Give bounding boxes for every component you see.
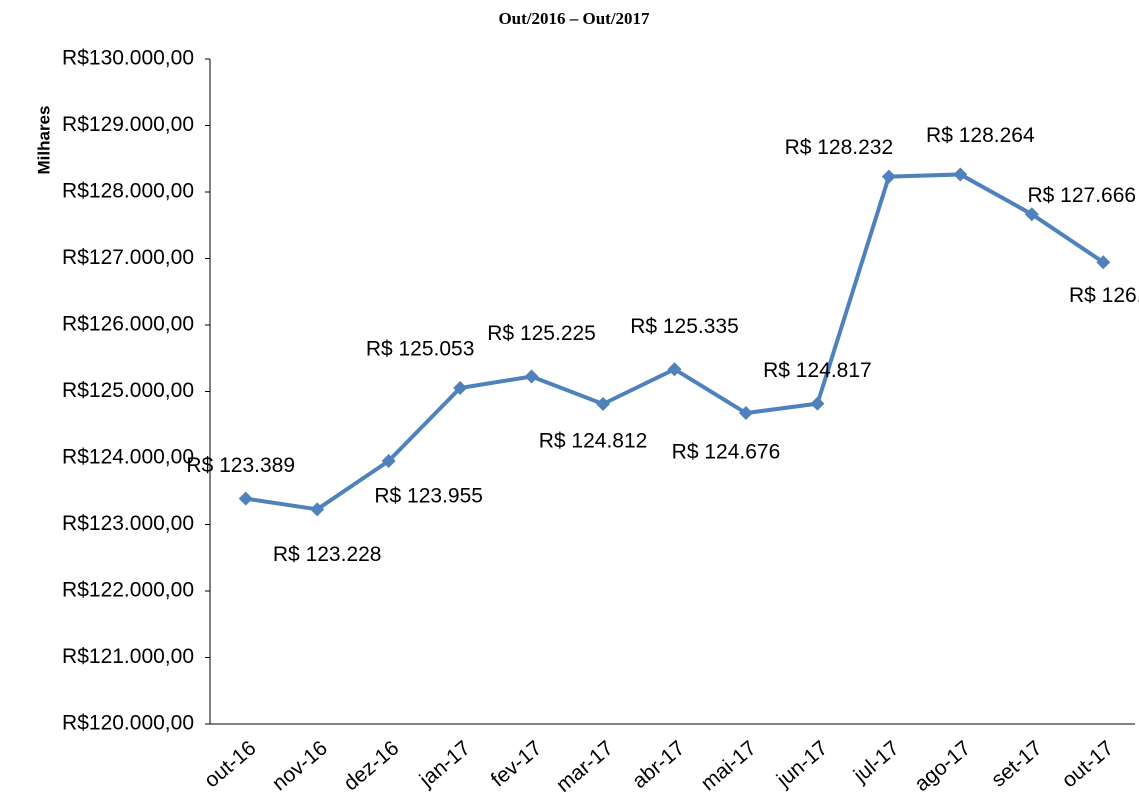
chart-title: Out/2016 – Out/2017 bbox=[498, 9, 650, 28]
y-axis-title: Milhares bbox=[34, 106, 53, 175]
x-tick-label: set-17 bbox=[987, 736, 1047, 791]
y-tick-label: R$127.000,00 bbox=[62, 246, 194, 269]
marker bbox=[953, 167, 968, 182]
x-tick-label: nov-16 bbox=[268, 736, 332, 795]
data-label: R$ 128.232 bbox=[785, 136, 894, 159]
y-tick-label: R$130.000,00 bbox=[62, 47, 194, 70]
marker bbox=[1096, 255, 1111, 270]
data-label: R$ 123.955 bbox=[374, 485, 483, 508]
y-tick-label: R$122.000,00 bbox=[62, 579, 194, 602]
x-tick-label: dez-16 bbox=[339, 736, 403, 795]
marker bbox=[381, 453, 396, 468]
marker bbox=[810, 396, 825, 411]
x-tick-label: jul-17 bbox=[849, 736, 904, 787]
y-tick-label: R$128.000,00 bbox=[62, 180, 194, 203]
x-tick-label: jan-17 bbox=[415, 736, 475, 792]
marker bbox=[667, 362, 682, 377]
data-label: R$ 124.817 bbox=[763, 359, 872, 382]
data-label: R$ 125.225 bbox=[487, 322, 596, 345]
x-tick-label: fev-17 bbox=[487, 736, 547, 791]
y-tick-label: R$126.000,00 bbox=[62, 313, 194, 336]
data-label: R$ 125.053 bbox=[366, 338, 475, 361]
y-tick-label: R$129.000,00 bbox=[62, 113, 194, 136]
x-tick-label: out-16 bbox=[200, 736, 260, 792]
x-tick-label: ago-17 bbox=[910, 736, 975, 796]
marker bbox=[881, 169, 896, 184]
data-label: R$ 123.389 bbox=[186, 454, 295, 477]
data-label: R$ 127.666 bbox=[1028, 184, 1137, 207]
data-label: R$ 124.812 bbox=[539, 430, 648, 453]
marker bbox=[238, 491, 253, 506]
marker bbox=[1024, 207, 1039, 222]
y-tick-label: R$123.000,00 bbox=[62, 512, 194, 535]
marker bbox=[524, 369, 539, 384]
marker bbox=[596, 397, 611, 412]
x-tick-label: mai-17 bbox=[697, 736, 761, 795]
y-tick-label: R$120.000,00 bbox=[62, 712, 194, 735]
x-tick-label: out-17 bbox=[1058, 736, 1118, 792]
x-tick-label: mar-17 bbox=[552, 736, 618, 796]
marker bbox=[453, 380, 468, 395]
y-tick-label: R$125.000,00 bbox=[62, 379, 194, 402]
data-label: R$ 125.335 bbox=[630, 315, 739, 338]
data-label: R$ 123.228 bbox=[273, 543, 382, 566]
x-tick-label: abr-17 bbox=[628, 736, 689, 793]
x-tick-label: jun-17 bbox=[772, 736, 832, 792]
data-label: R$ 126.944 bbox=[1069, 284, 1139, 307]
data-label: R$ 124.676 bbox=[672, 441, 781, 464]
data-label: R$ 128.264 bbox=[926, 124, 1035, 147]
y-tick-label: R$124.000,00 bbox=[62, 446, 194, 469]
marker bbox=[310, 502, 325, 517]
y-tick-label: R$121.000,00 bbox=[62, 645, 194, 668]
marker bbox=[738, 406, 753, 421]
